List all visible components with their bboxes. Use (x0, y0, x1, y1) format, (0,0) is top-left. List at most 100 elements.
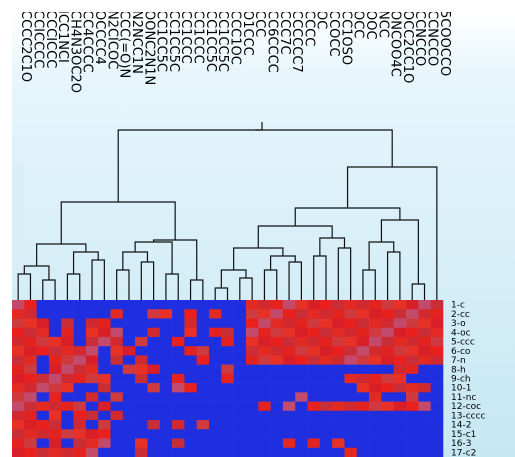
heatmap-cell (48, 300, 62, 310)
heatmap-cell (12, 420, 25, 430)
heatmap-cell (159, 392, 173, 402)
heatmap-cell (282, 364, 296, 375)
heatmap-cell (332, 364, 345, 375)
heatmap-cell (122, 327, 136, 338)
heatmap-cell (307, 309, 321, 319)
heatmap-cells (12, 300, 444, 457)
heatmap-cell (209, 447, 222, 457)
heatmap-cell (184, 309, 198, 319)
heatmap-cell (196, 410, 210, 421)
heatmap-cell (48, 355, 62, 365)
heatmap-cell (332, 438, 345, 449)
heatmap-cell (245, 438, 259, 449)
heatmap-cell (356, 355, 370, 365)
heatmap-cell (369, 392, 382, 402)
heatmap-cell (61, 420, 74, 430)
heatmap-cell (24, 346, 37, 356)
heatmap-cell (172, 420, 185, 430)
heatmap-cell (110, 373, 124, 384)
heatmap-cell (61, 327, 74, 338)
heatmap-cell (233, 318, 247, 329)
heatmap-cell (110, 364, 124, 375)
heatmap-cell (245, 420, 259, 430)
column-label: CC1CC5C (166, 12, 181, 72)
heatmap-cell (159, 346, 173, 356)
heatmap-cell (159, 401, 173, 412)
heatmap-cell (98, 373, 111, 384)
heatmap-cell (159, 429, 173, 439)
heatmap-cell (430, 420, 444, 430)
column-label: CC1OSO (338, 12, 353, 65)
heatmap-cell (295, 383, 308, 393)
heatmap-cell (61, 300, 74, 310)
heatmap-cell (233, 420, 247, 430)
heatmap-cell (356, 438, 370, 449)
heatmap-cell (48, 373, 62, 384)
heatmap-cell (319, 355, 333, 365)
heatmap-cell (61, 336, 74, 347)
heatmap-cell (319, 327, 333, 338)
heatmap-cell (245, 447, 259, 457)
visualization-panel: CCCC2C1O CCICCCC CCCICCC ICC1NCI CH4N3OC2O CC… (12, 12, 515, 457)
heatmap-cell (85, 318, 99, 329)
column-label: CCCICCC (43, 12, 58, 68)
heatmap-cell (110, 309, 124, 319)
heatmap-cell (147, 410, 161, 421)
heatmap-cell (307, 300, 321, 310)
side-strip (12, 162, 24, 272)
heatmap-cell (344, 300, 358, 310)
heatmap-cell (36, 318, 50, 329)
heatmap-cell (147, 373, 161, 384)
heatmap-cell (393, 410, 407, 421)
heatmap-cell (135, 392, 148, 402)
heatmap-cell (36, 438, 50, 449)
heatmap-cell (61, 364, 74, 375)
heatmap-cell (147, 392, 161, 402)
dendrogram-link (233, 247, 284, 270)
heatmap-cell (406, 383, 419, 393)
heatmap-cell (295, 420, 308, 430)
heatmap-cell (233, 429, 247, 439)
heatmap-cell (369, 401, 382, 412)
heatmap-cell (24, 327, 37, 338)
heatmap-cell (270, 447, 284, 457)
heatmap-cell (196, 438, 210, 449)
heatmap-cell (393, 318, 407, 329)
heatmap-cell (196, 364, 210, 375)
heatmap-cell (332, 373, 345, 384)
heatmap-cell (270, 373, 284, 384)
heatmap-cell (393, 346, 407, 356)
heatmap-cell (307, 392, 321, 402)
heatmap-cell (85, 355, 99, 365)
heatmap-cell (381, 355, 395, 365)
heatmap-cell (172, 438, 185, 449)
heatmap-cell (418, 447, 431, 457)
dendrogram-link (411, 283, 426, 300)
heatmap-cell (135, 401, 148, 412)
heatmap-cell (73, 300, 87, 310)
heatmap-cell (135, 346, 148, 356)
heatmap-cell (307, 401, 321, 412)
heatmap-cell (184, 401, 198, 412)
column-label: CCNCCO (412, 12, 427, 66)
column-label: CCC(=O)N (117, 12, 132, 78)
heatmap-cell (295, 429, 308, 439)
heatmap-cell (418, 401, 431, 412)
heatmap-cell (406, 410, 419, 421)
heatmap-cell (258, 392, 271, 402)
dendrogram (17, 122, 438, 300)
heatmap-cell (85, 327, 99, 338)
heatmap-cell (85, 373, 99, 384)
heatmap-cell (209, 364, 222, 375)
heatmap-cell (369, 300, 382, 310)
dendrogram-link (72, 251, 99, 274)
heatmap-cell (36, 309, 50, 319)
heatmap-cell (369, 364, 382, 375)
heatmap-cell (344, 355, 358, 365)
heatmap-cell (184, 420, 198, 430)
heatmap-cell (295, 392, 308, 402)
heatmap-cell (184, 383, 198, 393)
heatmap-cell (73, 392, 87, 402)
heatmap-cell (85, 383, 99, 393)
heatmap-cell (36, 392, 50, 402)
